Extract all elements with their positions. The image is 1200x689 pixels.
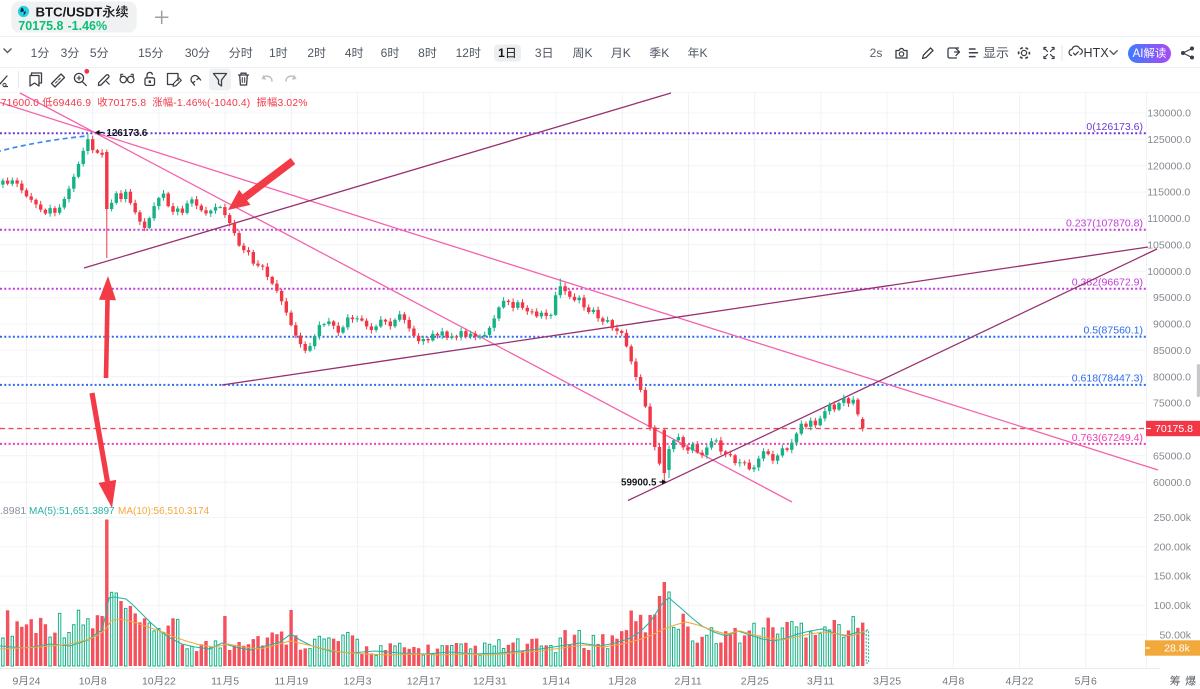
svg-text:0.763(67249.4): 0.763(67249.4): [1072, 432, 1143, 444]
svg-text:0.237(107870.8): 0.237(107870.8): [1066, 218, 1143, 230]
svg-text:100000.0: 100000.0: [1147, 266, 1191, 278]
svg-text:1: 1: [498, 46, 505, 60]
svg-text:28.8k: 28.8k: [1164, 643, 1190, 655]
svg-text:5: 5: [1075, 675, 1081, 687]
svg-text:3: 3: [873, 675, 879, 687]
svg-text:70175.8: 70175.8: [108, 98, 147, 109]
svg-text:24: 24: [29, 675, 41, 687]
svg-text:0.382(96672.9): 0.382(96672.9): [1072, 277, 1143, 289]
svg-text:0(126173.6): 0(126173.6): [1086, 121, 1143, 133]
svg-text:5: 5: [233, 675, 239, 687]
svg-text:31: 31: [495, 675, 507, 687]
svg-text:12: 12: [407, 675, 419, 687]
svg-text:MA(10):56,510.3174: MA(10):56,510.3174: [118, 506, 210, 517]
svg-text:100.00k: 100.00k: [1154, 600, 1192, 612]
svg-text:60000.0: 60000.0: [1153, 477, 1191, 489]
svg-text:105000.0: 105000.0: [1147, 239, 1191, 251]
svg-text:3: 3: [61, 46, 68, 60]
svg-text:HTX: HTX: [1084, 46, 1110, 60]
svg-text:0.5(87560.1): 0.5(87560.1): [1083, 325, 1143, 337]
svg-text:85000.0: 85000.0: [1153, 345, 1191, 357]
svg-text:71600.0: 71600.0: [1, 98, 40, 109]
svg-text:9: 9: [12, 675, 18, 687]
svg-text:50.00k: 50.00k: [1159, 629, 1191, 641]
svg-text:11: 11: [274, 675, 285, 687]
svg-text:25: 25: [757, 675, 769, 687]
svg-text:2: 2: [741, 675, 747, 687]
svg-text:4: 4: [942, 675, 948, 687]
svg-text:126173.6: 126173.6: [107, 128, 148, 139]
svg-text:1: 1: [31, 46, 38, 60]
svg-text:95000.0: 95000.0: [1153, 292, 1191, 304]
svg-text:30: 30: [185, 46, 199, 60]
svg-text:110000.0: 110000.0: [1147, 213, 1190, 225]
svg-text:10: 10: [79, 675, 91, 687]
svg-text:115000.0: 115000.0: [1147, 187, 1190, 199]
svg-text:250.00k: 250.00k: [1154, 512, 1192, 524]
svg-text:70175.8: 70175.8: [1155, 423, 1193, 435]
svg-text:4: 4: [345, 46, 352, 60]
svg-text:BTC/USDT: BTC/USDT: [36, 5, 103, 20]
svg-text:AI: AI: [1133, 48, 1144, 60]
svg-text:1: 1: [269, 46, 276, 60]
svg-text:75000.0: 75000.0: [1153, 398, 1191, 410]
svg-text:90000.0: 90000.0: [1153, 319, 1191, 331]
svg-text:11: 11: [211, 675, 222, 687]
svg-text:70175.8: 70175.8: [18, 19, 63, 33]
svg-text:K: K: [661, 46, 669, 60]
svg-text:3: 3: [807, 675, 813, 687]
svg-text:69446.9: 69446.9: [53, 98, 92, 109]
svg-text:28: 28: [625, 675, 637, 687]
svg-text:200.00k: 200.00k: [1154, 541, 1192, 553]
svg-text:22: 22: [164, 675, 176, 687]
svg-text:19: 19: [297, 675, 309, 687]
svg-text:6: 6: [1091, 675, 1097, 687]
svg-text:8: 8: [101, 675, 107, 687]
svg-text:4: 4: [1005, 675, 1011, 687]
svg-text:150.00k: 150.00k: [1154, 571, 1192, 583]
svg-text:-1.46%: -1.46%: [68, 19, 108, 33]
svg-text:80000.0: 80000.0: [1153, 371, 1191, 383]
svg-text:1: 1: [608, 675, 614, 687]
svg-text:130000.0: 130000.0: [1147, 108, 1191, 120]
svg-text:3: 3: [366, 675, 372, 687]
svg-text:12: 12: [456, 46, 470, 60]
svg-text:14: 14: [558, 675, 570, 687]
svg-text:11: 11: [691, 675, 702, 687]
svg-text:K: K: [585, 46, 593, 60]
svg-text:11: 11: [823, 675, 834, 687]
svg-text:2: 2: [307, 46, 314, 60]
svg-text:2: 2: [674, 675, 680, 687]
svg-text:8: 8: [418, 46, 425, 60]
svg-text:.8981: .8981: [0, 505, 26, 517]
svg-text:12: 12: [473, 675, 485, 687]
svg-text:8: 8: [959, 675, 965, 687]
svg-text:3: 3: [535, 46, 542, 60]
svg-text:15: 15: [138, 46, 152, 60]
svg-text:6: 6: [381, 46, 388, 60]
svg-text:10: 10: [142, 675, 154, 687]
svg-text:5: 5: [90, 46, 97, 60]
svg-text:K: K: [700, 46, 708, 60]
svg-text:22: 22: [1022, 675, 1034, 687]
svg-text:120000.0: 120000.0: [1147, 160, 1191, 172]
svg-text:0.618(78447.3): 0.618(78447.3): [1072, 373, 1143, 385]
svg-text:65000.0: 65000.0: [1153, 450, 1191, 462]
svg-text:3.02%: 3.02%: [277, 98, 307, 109]
svg-text:K: K: [623, 46, 631, 60]
svg-text:12: 12: [343, 675, 355, 687]
svg-text:2s: 2s: [870, 46, 883, 60]
svg-text:-1.46%(-1040.4): -1.46%(-1040.4): [173, 98, 250, 109]
svg-text:MA(5):51,651.3897: MA(5):51,651.3897: [29, 506, 115, 517]
svg-text:125000.0: 125000.0: [1147, 134, 1191, 146]
svg-text:1: 1: [542, 675, 548, 687]
svg-text:25: 25: [889, 675, 901, 687]
svg-text:17: 17: [429, 675, 441, 687]
svg-text:59900.5: 59900.5: [621, 477, 657, 488]
